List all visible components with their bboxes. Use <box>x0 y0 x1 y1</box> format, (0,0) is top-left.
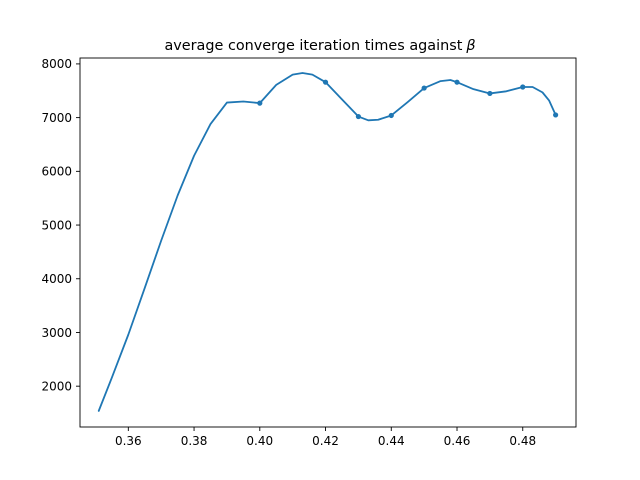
y-tick-label: 7000 <box>41 111 72 125</box>
y-tick-label: 6000 <box>41 165 72 179</box>
y-tick-label: 3000 <box>41 326 72 340</box>
y-tick-label: 5000 <box>41 218 72 232</box>
axes: 0.36 0.38 0.40 0.42 0.44 0.46 0.48 2000 3000 4000… <box>41 57 577 448</box>
data-point <box>421 85 427 91</box>
data-point <box>520 84 526 90</box>
x-tick-label: 0.40 <box>246 434 273 448</box>
data-point <box>553 112 559 118</box>
chart-title: average converge iteration times against… <box>164 38 475 54</box>
x-tick-label: 0.46 <box>444 434 471 448</box>
x-tick-label: 0.42 <box>312 434 339 448</box>
data-point <box>454 79 460 85</box>
y-tick-label: 8000 <box>41 57 72 71</box>
data-point <box>257 100 263 106</box>
x-tick-label: 0.38 <box>181 434 208 448</box>
chart-title-text: average converge iteration times against <box>164 38 462 54</box>
y-tick-label: 2000 <box>41 379 72 393</box>
x-tick-label: 0.48 <box>509 434 536 448</box>
y-tick-label: 4000 <box>41 272 72 286</box>
plot-area <box>97 72 559 412</box>
chart-title-symbol: β <box>465 38 475 54</box>
data-point <box>322 79 329 85</box>
series-line <box>97 72 557 412</box>
data-point <box>355 113 361 120</box>
x-tick-label: 0.44 <box>378 434 405 448</box>
x-tick-label: 0.36 <box>115 434 142 448</box>
axes-frame <box>79 57 577 428</box>
data-point <box>487 90 493 97</box>
data-point <box>388 112 394 119</box>
